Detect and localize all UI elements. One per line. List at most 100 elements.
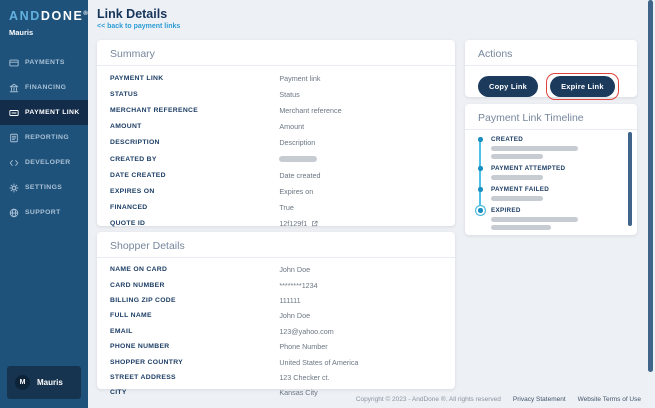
field-value: Phone Number (279, 342, 328, 352)
timeline-body: CREATED PAYMENT ATTEMPTED PAYMENT FAILED EX… (478, 136, 619, 230)
terms-of-use-link[interactable]: Website Terms of Use (577, 396, 641, 403)
quote-id-value: 12f129f1 (279, 219, 308, 229)
sidebar-item-label: PAYMENT LINK (25, 109, 80, 116)
field-row-full-name: FULL NAME John Doe (110, 308, 442, 323)
sidebar-item-developer[interactable]: DEVELOPER (0, 150, 88, 175)
field-value: John Doe (279, 265, 311, 275)
page-scrollbar[interactable] (648, 0, 653, 372)
field-row-shopper-country: SHOPPER COUNTRY United States of America (110, 354, 442, 369)
sidebar-item-reporting[interactable]: REPORTING (0, 125, 88, 150)
field-label: FINANCED (110, 204, 148, 212)
sidebar-item-label: DEVELOPER (25, 159, 71, 166)
field-value (279, 156, 318, 162)
sidebar-item-label: SETTINGS (25, 184, 63, 191)
timeline-event-payment-failed: PAYMENT FAILED (478, 186, 619, 201)
code-icon (9, 158, 19, 168)
logo-and: AND (9, 9, 41, 23)
field-value[interactable]: 12f129f1 (279, 219, 318, 228)
payment-link-icon (9, 108, 19, 118)
sidebar-item-settings[interactable]: SETTINGS (0, 175, 88, 200)
field-value: ********1234 (279, 280, 318, 290)
actions-title: Actions (465, 40, 637, 66)
field-row-email: EMAIL 123@yahoo.com (110, 324, 442, 339)
redacted-detail-bar (491, 217, 579, 222)
field-label: BILLING ZIP CODE (110, 296, 176, 304)
footer: Copyright © 2023 - AndDone ®. All rights… (356, 396, 641, 403)
timeline-dot (478, 166, 483, 171)
field-row-phone-number: PHONE NUMBER Phone Number (110, 339, 442, 354)
field-label: DESCRIPTION (110, 139, 160, 147)
privacy-statement-link[interactable]: Privacy Statement (512, 396, 566, 403)
field-row-quote-id: QUOTE ID 12f129f1 (110, 216, 442, 232)
field-value: Amount (279, 122, 305, 132)
field-row-merchant-reference: MERCHANT REFERENCE Merchant reference (110, 102, 442, 118)
timeline-dot (478, 137, 483, 142)
field-label: DATE CREATED (110, 171, 166, 179)
timeline-scrollbar[interactable] (628, 132, 632, 226)
redacted-detail-bar (491, 196, 544, 201)
sidebar-item-label: FINANCING (25, 84, 67, 91)
expire-link-highlight-annotation: Expire Link (546, 73, 619, 100)
sidebar-item-financing[interactable]: FINANCING (0, 75, 88, 100)
field-value: Kansas City (279, 388, 318, 398)
timeline-event-label: PAYMENT ATTEMPTED (491, 165, 566, 172)
logo-done: DONE (40, 9, 84, 23)
summary-title: Summary (97, 40, 455, 66)
sidebar: ANDDONE® Mauris PAYMENTS FINANCING PAYMENT… (0, 0, 88, 408)
field-label: CARD NUMBER (110, 281, 165, 289)
field-label: CITY (110, 389, 127, 397)
shopper-details-title: Shopper Details (97, 232, 455, 258)
card-icon (9, 58, 19, 68)
field-label: EMAIL (110, 327, 133, 335)
field-row-card-number: CARD NUMBER ********1234 (110, 277, 442, 292)
timeline-event-label: PAYMENT FAILED (491, 186, 550, 193)
report-icon (9, 133, 19, 143)
field-value: 123@yahoo.com (279, 326, 334, 336)
user-menu[interactable]: M Mauris (7, 366, 81, 399)
timeline-event-label: CREATED (491, 136, 524, 143)
field-label: NAME ON CARD (110, 266, 168, 274)
expire-link-button[interactable]: Expire Link (550, 76, 615, 97)
shopper-details-card: Shopper Details NAME ON CARD John Doe CARD… (97, 232, 455, 397)
field-label: PAYMENT LINK (110, 74, 164, 82)
timeline-dot (478, 208, 483, 213)
avatar: M (15, 375, 30, 390)
user-name: Mauris (37, 378, 63, 387)
field-row-city: CITY Kansas City (110, 385, 442, 400)
field-row-status: STATUS Status (110, 86, 442, 102)
timeline-dot (478, 187, 483, 192)
sidebar-item-support[interactable]: SUPPORT (0, 200, 88, 225)
field-value: Merchant reference (279, 105, 342, 115)
copy-link-button[interactable]: Copy Link (478, 76, 539, 97)
field-label: PHONE NUMBER (110, 343, 170, 351)
redacted-value-bar (279, 156, 318, 162)
field-row-financed: FINANCED True (110, 200, 442, 216)
field-value: 111111 (279, 295, 301, 305)
field-row-amount: AMOUNT Amount (110, 119, 442, 135)
copyright-text: Copyright © 2023 - AndDone ®. All rights… (355, 396, 501, 403)
timeline-event-payment-attempted: PAYMENT ATTEMPTED (478, 165, 619, 180)
field-label: STREET ADDRESS (110, 373, 176, 381)
sidebar-item-label: SUPPORT (25, 209, 61, 216)
external-link-icon[interactable] (311, 220, 318, 227)
field-row-name-on-card: NAME ON CARD John Doe (110, 262, 442, 277)
sidebar-item-payment-link[interactable]: PAYMENT LINK (0, 100, 88, 125)
actions-body: Copy Link Expire Link (465, 66, 637, 100)
summary-card: Summary PAYMENT LINK Payment link STATUS St… (97, 40, 455, 228)
field-row-created-by: CREATED BY (110, 151, 442, 167)
field-label: STATUS (110, 90, 138, 98)
timeline-event-label: EXPIRED (491, 207, 521, 214)
payment-link-timeline-card: Payment Link Timeline CREATED PAYMENT ATT… (465, 104, 637, 235)
sidebar-item-payments[interactable]: PAYMENTS (0, 50, 88, 75)
field-value: Expires on (279, 186, 314, 196)
sidebar-nav: PAYMENTS FINANCING PAYMENT LINK REPORTING DE… (0, 50, 88, 225)
field-value: United States of America (279, 357, 359, 367)
field-label: QUOTE ID (110, 220, 146, 228)
field-value: John Doe (279, 311, 311, 321)
globe-icon (9, 208, 19, 218)
field-value: 123 Checker ct. (279, 372, 330, 382)
timeline-line (479, 139, 481, 210)
field-value: Date created (279, 170, 321, 180)
back-to-payment-links-link[interactable]: << back to payment links (97, 23, 181, 30)
field-label: FULL NAME (110, 312, 152, 320)
